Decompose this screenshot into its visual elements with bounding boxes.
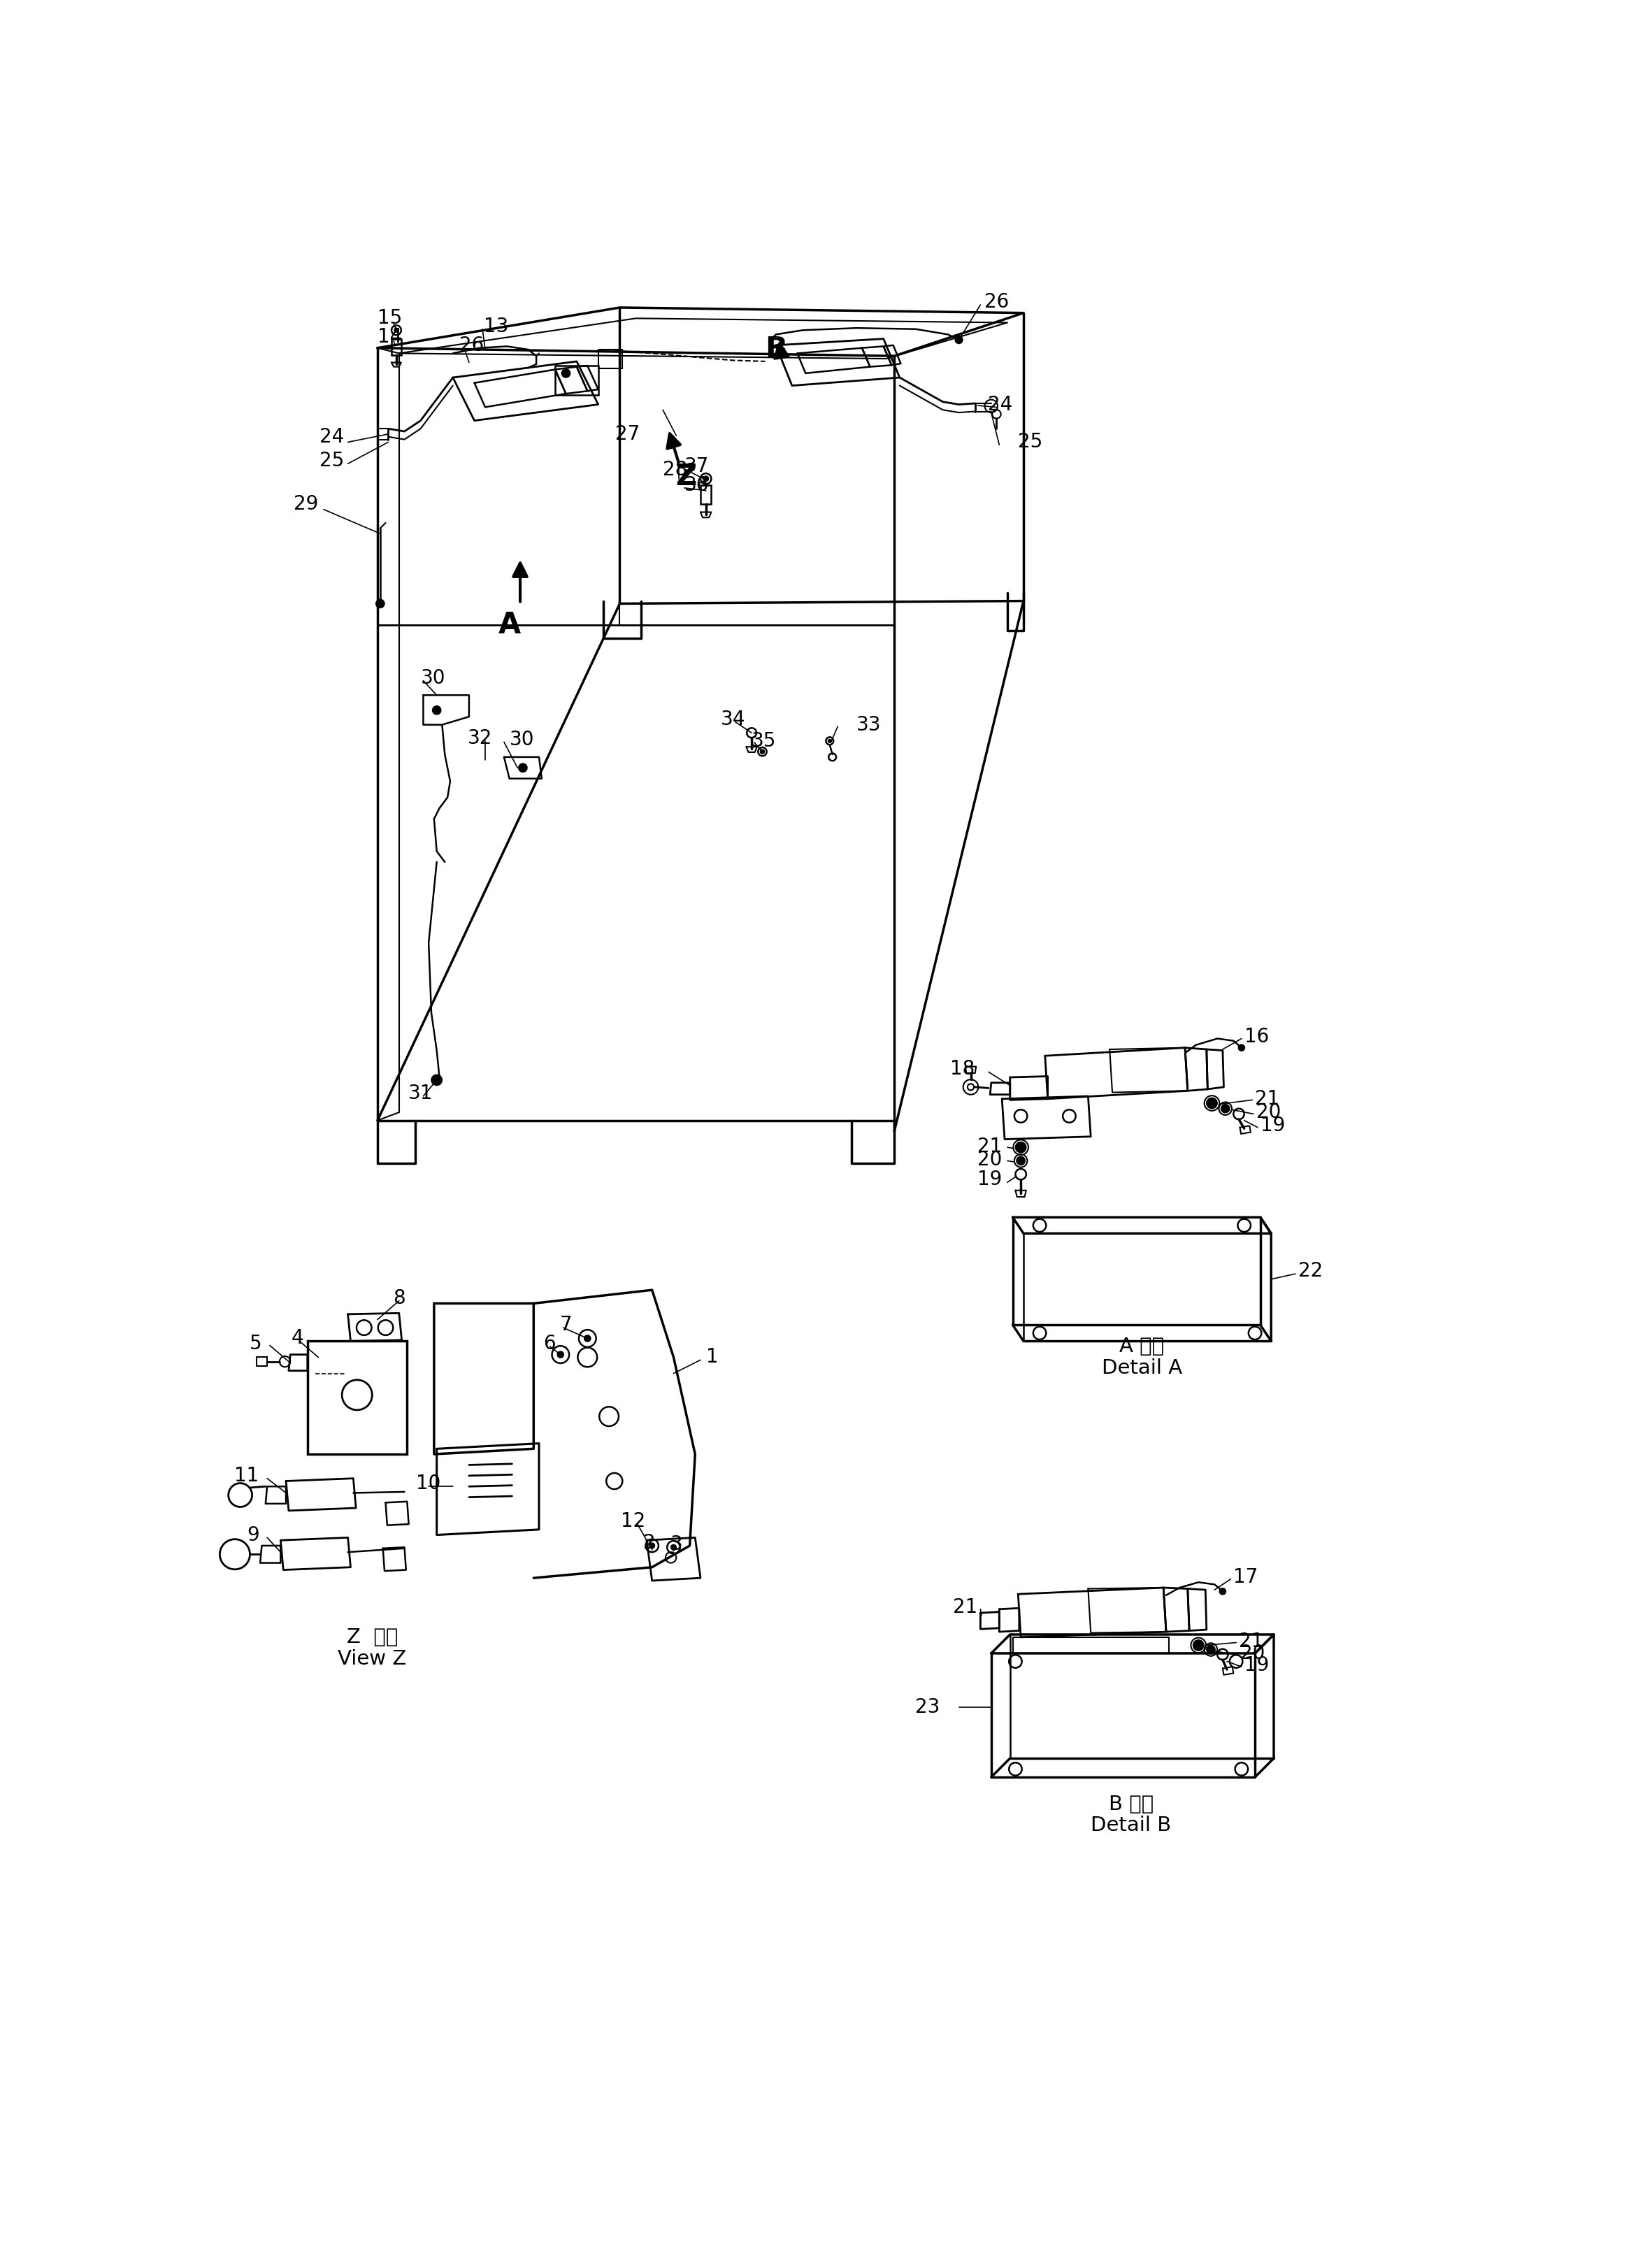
- Text: 8: 8: [393, 1289, 405, 1309]
- Text: Z  から: Z から: [347, 1628, 398, 1646]
- Text: 23: 23: [915, 1698, 940, 1716]
- Circle shape: [357, 1320, 372, 1336]
- Circle shape: [1239, 1044, 1244, 1050]
- Text: 20: 20: [1241, 1644, 1265, 1662]
- Bar: [307, 1340, 406, 1455]
- Text: A 詳細: A 詳細: [1120, 1336, 1165, 1356]
- Text: 16: 16: [1244, 1028, 1269, 1046]
- Text: 26: 26: [985, 292, 1009, 313]
- Text: 21: 21: [953, 1597, 978, 1617]
- Text: 19: 19: [1260, 1116, 1285, 1136]
- Text: B 詳細: B 詳細: [1108, 1795, 1153, 1815]
- Text: 35: 35: [752, 731, 776, 751]
- Text: Detail B: Detail B: [1090, 1815, 1171, 1835]
- Circle shape: [1219, 1588, 1226, 1595]
- Text: 20: 20: [1256, 1102, 1280, 1122]
- Circle shape: [228, 1484, 253, 1507]
- Text: 1: 1: [705, 1347, 719, 1367]
- Text: 31: 31: [408, 1084, 433, 1104]
- Text: 21: 21: [1239, 1633, 1264, 1651]
- Text: 3: 3: [671, 1534, 682, 1554]
- Circle shape: [1221, 1104, 1229, 1113]
- Circle shape: [671, 1545, 676, 1550]
- Circle shape: [704, 477, 709, 481]
- Text: 36: 36: [684, 475, 709, 495]
- Text: 25: 25: [319, 452, 344, 470]
- Text: 29: 29: [294, 495, 319, 513]
- Text: 6: 6: [544, 1334, 557, 1354]
- Text: 21: 21: [1256, 1089, 1280, 1109]
- Text: 32: 32: [468, 729, 492, 749]
- Bar: [392, 340, 401, 355]
- Text: 11: 11: [235, 1466, 259, 1487]
- Text: Detail A: Detail A: [1102, 1358, 1183, 1379]
- Circle shape: [433, 706, 441, 715]
- Text: 33: 33: [857, 715, 882, 735]
- Text: 18: 18: [950, 1059, 975, 1080]
- Circle shape: [557, 1352, 563, 1358]
- Circle shape: [1016, 1156, 1026, 1165]
- Text: 14: 14: [378, 328, 401, 346]
- Circle shape: [1016, 1142, 1026, 1154]
- Circle shape: [220, 1538, 249, 1570]
- Text: 19: 19: [978, 1169, 1003, 1190]
- Text: B: B: [765, 335, 786, 364]
- Text: 24: 24: [988, 394, 1013, 414]
- Text: 15: 15: [378, 308, 401, 328]
- Text: View Z: View Z: [337, 1649, 406, 1669]
- Circle shape: [1193, 1640, 1204, 1651]
- Text: 7: 7: [560, 1316, 572, 1334]
- Text: 2: 2: [643, 1534, 656, 1552]
- Circle shape: [377, 598, 385, 607]
- Text: 30: 30: [421, 668, 446, 688]
- Circle shape: [562, 369, 570, 378]
- Text: 30: 30: [509, 731, 534, 749]
- Text: 34: 34: [720, 711, 745, 729]
- Circle shape: [760, 749, 765, 753]
- Text: 4: 4: [291, 1329, 304, 1347]
- Text: Z: Z: [676, 463, 697, 493]
- Text: 22: 22: [1298, 1262, 1323, 1282]
- Text: 20: 20: [978, 1149, 1003, 1169]
- Text: 37: 37: [684, 457, 709, 477]
- Text: 17: 17: [1234, 1568, 1259, 1588]
- Circle shape: [378, 1320, 393, 1336]
- Circle shape: [828, 740, 831, 742]
- Circle shape: [649, 1543, 654, 1547]
- Text: 25: 25: [1018, 432, 1042, 452]
- Text: 24: 24: [319, 427, 344, 448]
- Circle shape: [395, 328, 398, 333]
- Bar: [700, 486, 712, 504]
- Circle shape: [519, 762, 527, 771]
- Circle shape: [585, 1336, 591, 1343]
- Text: 5: 5: [249, 1334, 261, 1354]
- Text: 28: 28: [662, 461, 687, 479]
- Text: 12: 12: [621, 1511, 646, 1532]
- Circle shape: [955, 335, 963, 344]
- Text: 26: 26: [459, 335, 484, 355]
- Text: 10: 10: [416, 1473, 441, 1493]
- Text: 27: 27: [616, 425, 639, 443]
- Text: 9: 9: [246, 1525, 259, 1545]
- Bar: [555, 367, 598, 396]
- Bar: [598, 349, 623, 369]
- Circle shape: [1206, 1646, 1216, 1653]
- Text: 13: 13: [484, 317, 509, 335]
- Circle shape: [1206, 1098, 1218, 1109]
- Text: 21: 21: [978, 1136, 1003, 1156]
- Circle shape: [431, 1075, 443, 1086]
- Text: 19: 19: [1244, 1655, 1269, 1676]
- Text: A: A: [499, 609, 520, 641]
